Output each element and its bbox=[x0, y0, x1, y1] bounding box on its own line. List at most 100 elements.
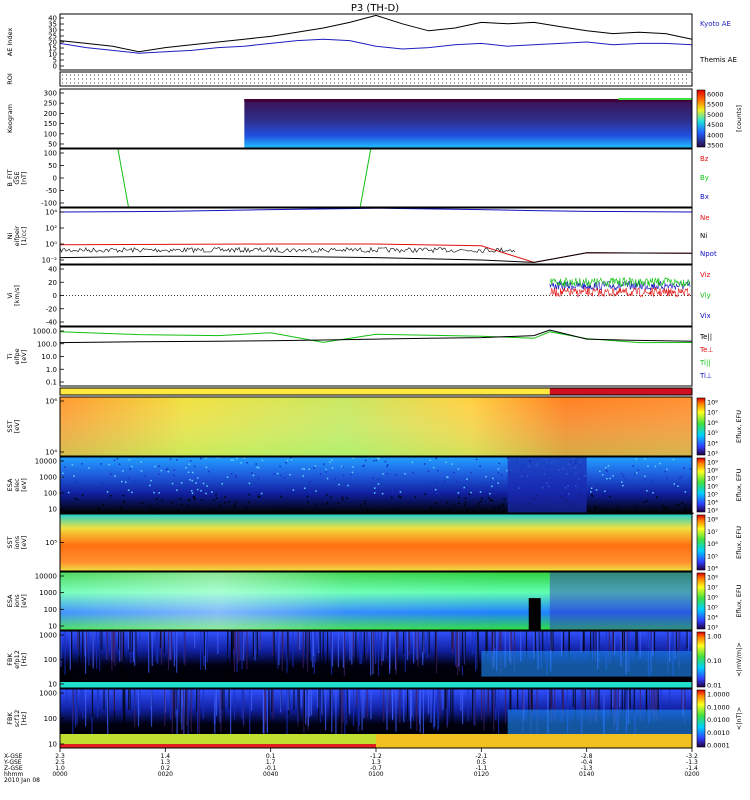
fbk_e-column bbox=[114, 631, 116, 667]
esa-e-pixel bbox=[608, 486, 611, 489]
esa-e-pixel bbox=[470, 491, 472, 494]
esa-e-pixel bbox=[207, 507, 209, 510]
esa-e-pixel bbox=[665, 483, 667, 486]
esa_i-frame bbox=[59, 571, 693, 631]
fbk_b-column bbox=[305, 689, 307, 725]
fbk_e-column bbox=[537, 631, 539, 670]
fbk_b-column bbox=[164, 689, 166, 727]
esa-e-pixel bbox=[347, 486, 349, 489]
esa-e-pixel bbox=[667, 510, 669, 513]
fbk_b-column bbox=[628, 689, 630, 727]
fbk_e-column bbox=[608, 631, 610, 663]
esa-e-pixel bbox=[76, 498, 79, 501]
fbk_e-column bbox=[580, 631, 582, 653]
esa-e-pixel bbox=[189, 499, 191, 502]
esa-e-pixel bbox=[114, 475, 116, 477]
fbk_b-column bbox=[409, 689, 411, 722]
esa-e-pixel bbox=[351, 471, 354, 474]
sst-i-spectrogram bbox=[60, 514, 692, 571]
bfit-by-trace bbox=[359, 148, 372, 208]
esa-e-pixel bbox=[490, 499, 492, 501]
esa-e-pixel bbox=[636, 504, 638, 507]
esa-e-pixel bbox=[329, 461, 331, 463]
fbk_b-column bbox=[318, 689, 320, 726]
esa-e-pixel bbox=[248, 501, 250, 503]
keogram-colorbar: 6000 5500 5000 4500 4000 3500 [counts] bbox=[696, 89, 743, 150]
esa-e-pixel bbox=[205, 492, 207, 495]
esa_e-ytick-label: 100 bbox=[44, 490, 57, 498]
ti-ytick-label: 1000.0 bbox=[33, 328, 58, 336]
fbk_b-column bbox=[389, 689, 391, 714]
esa-e-pixel bbox=[342, 466, 344, 468]
fbk_e-column bbox=[119, 631, 121, 662]
sst_e-colorbar-tick: 10⁷ bbox=[707, 409, 718, 417]
esa-e-pixel bbox=[211, 491, 213, 493]
esa-e-pixel bbox=[386, 465, 388, 468]
panel-fbk_b: 1000 100 10 FBK scf12 [Hz] 1.0000 0.1000 0.0100 0… bbox=[6, 688, 743, 750]
esa-e-pixel bbox=[350, 473, 352, 476]
esa-e-pixel bbox=[140, 470, 143, 472]
fbk_b-column bbox=[495, 689, 497, 720]
fbk_b-column bbox=[176, 689, 178, 710]
fbk_b-column bbox=[523, 689, 525, 721]
keogram-colorbar-tick: 3500 bbox=[707, 142, 724, 150]
esa-e-pixel bbox=[606, 478, 608, 480]
esa-e-gap bbox=[507, 457, 587, 513]
esa-e-pixel bbox=[480, 500, 482, 503]
vi-ytick-label: 0 bbox=[53, 292, 57, 300]
keogram-green-edge bbox=[618, 98, 692, 100]
fbk_b-column bbox=[230, 689, 232, 735]
esa-e-pixel bbox=[208, 470, 210, 473]
esa-e-pixel bbox=[466, 509, 468, 511]
fbk-b-low-band bbox=[60, 734, 376, 744]
fbk_e-column bbox=[259, 631, 261, 651]
fbk_b-column bbox=[198, 689, 200, 736]
esa-e-pixel bbox=[341, 465, 343, 468]
fbk_b-column bbox=[430, 689, 432, 723]
fbk_e-column bbox=[590, 631, 592, 662]
esa-e-pixel bbox=[122, 487, 124, 489]
fbk_b-column bbox=[74, 689, 77, 728]
esa-e-pixel bbox=[424, 493, 426, 496]
ae-ytick-label: 40 bbox=[48, 15, 57, 23]
bfit-legend-2: Bx bbox=[700, 193, 709, 201]
fbk_b-column bbox=[322, 689, 324, 714]
esa-e-pixel bbox=[102, 504, 105, 506]
esa_e-colorbar-tick: 10⁵ bbox=[707, 491, 718, 499]
esa-e-pixel bbox=[684, 504, 687, 506]
fbk_b-column bbox=[103, 689, 105, 710]
keogram-colorbar-tick: 5000 bbox=[707, 111, 724, 119]
fbk_b-column bbox=[228, 689, 230, 710]
esa-e-pixel bbox=[692, 512, 694, 515]
ti-series-ti-par bbox=[59, 331, 693, 344]
fbk_b-column bbox=[185, 689, 187, 726]
esa-e-pixel bbox=[258, 466, 260, 469]
fbk_e-column bbox=[82, 631, 84, 661]
fbk_e-column bbox=[302, 631, 304, 668]
esa-e-pixel bbox=[258, 496, 261, 498]
fbk_e-column bbox=[169, 631, 171, 660]
esa-e-pixel bbox=[158, 492, 160, 494]
esa-e-pixel bbox=[256, 466, 258, 469]
fbk_e-column bbox=[457, 631, 459, 676]
esa-e-pixel bbox=[399, 496, 401, 499]
fbk_b-column bbox=[298, 689, 300, 736]
esa-e-pixel bbox=[215, 497, 218, 499]
fbk_e-ylabel: [Hz] bbox=[20, 653, 28, 666]
fbk_e-column bbox=[359, 631, 361, 664]
bfit-ylabel: GSE bbox=[13, 171, 21, 184]
esa-e-pixel bbox=[423, 463, 426, 465]
esa-e-pixel bbox=[176, 459, 178, 461]
esa_i-ytick-label: 10000 bbox=[35, 573, 57, 581]
fbk_e-colorbar-bar bbox=[696, 631, 706, 688]
fbk_e-colorbar-title: <|mV/m|> bbox=[735, 642, 743, 677]
fbk_e-column bbox=[417, 631, 419, 667]
esa-e-pixel bbox=[401, 511, 404, 514]
bfit-ytick-label: 50 bbox=[48, 162, 57, 170]
esa-e-pixel bbox=[88, 467, 90, 469]
xaxis-row-label: Z-GSE bbox=[4, 765, 23, 772]
fbk_b-column bbox=[263, 689, 265, 734]
esa-e-pixel bbox=[192, 471, 194, 474]
esa-e-pixel bbox=[652, 492, 654, 494]
